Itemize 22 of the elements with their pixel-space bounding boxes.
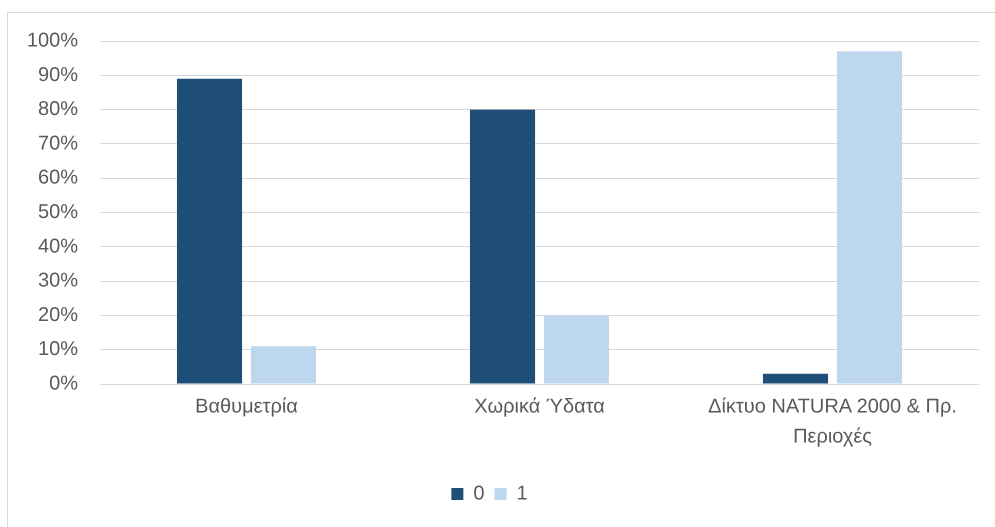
y-tick-label: 20% [38, 304, 78, 326]
legend-label: 0 [473, 482, 484, 505]
x-tick-label: Βαθυμετρία [195, 396, 298, 418]
x-tick-label: Χωρικά Ύδατα [474, 396, 605, 418]
y-tick-label: 10% [38, 338, 78, 360]
y-tick-label: 90% [38, 64, 78, 86]
x-tick-label: Δίκτυο NATURA 2000 & Πρ. Περιοχές [708, 396, 957, 448]
bar [836, 51, 902, 384]
bar [470, 110, 536, 384]
y-tick-label: 60% [38, 166, 78, 189]
y-tick-label: 70% [38, 132, 78, 154]
y-tick-label: 30% [38, 270, 78, 292]
y-tick-label: 0% [49, 372, 78, 395]
legend-label: 1 [516, 482, 528, 505]
y-tick-label: 40% [38, 235, 78, 258]
bar [250, 346, 316, 384]
y-tick-label: 100% [26, 30, 78, 52]
y-tick-label: 80% [38, 98, 78, 120]
y-tick-label: 50% [38, 201, 78, 224]
bar [762, 374, 828, 384]
bar [544, 315, 610, 384]
bar [176, 78, 242, 384]
